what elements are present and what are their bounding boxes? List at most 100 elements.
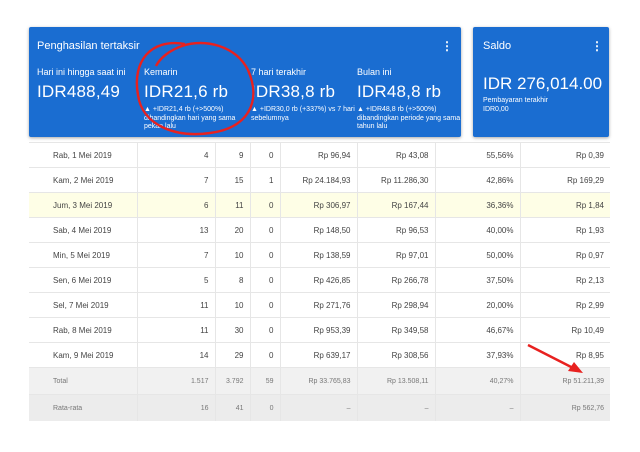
table-cell: 1.517	[136, 367, 215, 395]
table-cell: 11	[214, 192, 250, 218]
table-cell: 11	[136, 292, 215, 318]
table-row: Jum, 3 Mei 2019 6 11 0 Rp 306,97 Rp 167,44 36,…	[29, 192, 610, 218]
table-cell: 9	[214, 142, 250, 168]
earnings-card-title: Penghasilan tertaksir	[37, 40, 140, 52]
table-cell: 29	[214, 342, 250, 368]
table-cell: 0	[249, 242, 280, 268]
table-cell: Rp 13.508,11	[356, 367, 435, 395]
table-cell: 55,56%	[434, 142, 520, 168]
table-cell: 0	[249, 267, 280, 293]
table-cell: Rp 43,08	[356, 142, 435, 168]
balance-card: Saldo ⋮ IDR 276,014.00 Pembayaran terakh…	[473, 27, 609, 137]
table-cell: 59	[249, 367, 280, 395]
table-cell: 41	[214, 394, 250, 421]
metric-value: IDR488,49	[37, 82, 121, 101]
metric-last-7-days[interactable]: 7 hari terakhir IDR38,8 rb ▲ +IDR30,0 rb…	[251, 67, 359, 123]
table-row: Kam, 9 Mei 2019 14 29 0 Rp 639,17 Rp 308,56 37…	[29, 342, 610, 368]
table-row: Sen, 6 Mei 2019 5 8 0 Rp 426,85 Rp 266,78 37,5…	[29, 267, 610, 293]
table-cell: 0	[249, 317, 280, 343]
table-cell: Rp 2,13	[519, 267, 610, 293]
last-payment-value: IDR0,00	[483, 105, 509, 113]
metric-label: Bulan ini	[357, 67, 392, 77]
table-cell: 8	[214, 267, 250, 293]
table-cell: Rp 562,76	[519, 394, 610, 421]
table-cell: Rp 10,49	[519, 317, 610, 343]
table-cell: –	[356, 394, 435, 421]
metric-label: Kemarin	[144, 67, 178, 77]
metric-label: 7 hari terakhir	[251, 67, 307, 77]
metric-value: IDR21,6 rb	[144, 82, 229, 101]
more-vert-icon[interactable]: ⋮	[591, 39, 603, 53]
table-cell: 20	[214, 217, 250, 243]
table-row: Sel, 7 Mei 2019 11 10 0 Rp 271,76 Rp 298,94 20…	[29, 292, 610, 318]
table-cell: Rab, 1 Mei 2019	[29, 142, 137, 168]
earnings-card: Penghasilan tertaksir ⋮ Hari ini hingga …	[29, 27, 461, 137]
table-cell: Rp 138,59	[279, 242, 357, 268]
table-cell: 36,36%	[434, 192, 520, 218]
table-cell: 3.792	[214, 367, 250, 395]
table-cell: Rp 33.765,83	[279, 367, 357, 395]
table-cell: 10	[214, 242, 250, 268]
table-row: Min, 5 Mei 2019 7 10 0 Rp 138,59 Rp 97,01 50,0…	[29, 242, 610, 268]
table-cell: Min, 5 Mei 2019	[29, 242, 137, 268]
table-cell: 30	[214, 317, 250, 343]
table-cell: Rp 308,56	[356, 342, 435, 368]
table-cell: 37,93%	[434, 342, 520, 368]
average-row: Rata-rata 16 41 0– – – Rp 562,76	[29, 394, 610, 421]
metric-change: ▲ +IDR21,4 rb (+>500%) dibandingkan hari…	[144, 106, 236, 130]
metric-this-month[interactable]: Bulan ini IDR48,8 rb ▲ +IDR48,8 rb (+>50…	[357, 67, 465, 132]
table-cell: 0	[249, 217, 280, 243]
table-cell: Rp 426,85	[279, 267, 357, 293]
table-cell: Rp 96,53	[356, 217, 435, 243]
table-cell: Rp 1,93	[519, 217, 610, 243]
table-cell: 10	[214, 292, 250, 318]
table-cell: 13	[136, 217, 215, 243]
table-cell: –	[279, 394, 357, 421]
metric-label: Hari ini hingga saat ini	[37, 67, 126, 77]
metric-value: IDR48,8 rb	[357, 82, 442, 101]
table-cell: Rp 298,94	[356, 292, 435, 318]
table-cell: Rp 0,97	[519, 242, 610, 268]
table-cell: Rp 8,95	[519, 342, 610, 368]
table-cell: Rata-rata	[29, 394, 137, 421]
table-cell: Rp 639,17	[279, 342, 357, 368]
balance-card-title: Saldo	[483, 40, 512, 52]
table-cell: Kam, 9 Mei 2019	[29, 342, 137, 368]
table-cell: Rab, 8 Mei 2019	[29, 317, 137, 343]
table-cell: Kam, 2 Mei 2019	[29, 167, 137, 193]
table-cell: Rp 953,39	[279, 317, 357, 343]
table-row: Rab, 1 Mei 2019 4 9 0 Rp 96,94 Rp 43,08 55,56%…	[29, 142, 610, 168]
metric-value: IDR38,8 rb	[251, 82, 336, 101]
table-cell: Rp 148,50	[279, 217, 357, 243]
table-cell: 40,00%	[434, 217, 520, 243]
table-cell: Sen, 6 Mei 2019	[29, 267, 137, 293]
table-cell: 15	[214, 167, 250, 193]
table-row: Sab, 4 Mei 2019 13 20 0 Rp 148,50 Rp 96,53 40,…	[29, 217, 610, 243]
table-cell: Rp 1,84	[519, 192, 610, 218]
last-payment-label: Pembayaran terakhir	[483, 97, 548, 104]
table-cell: 0	[249, 192, 280, 218]
table-cell: Rp 266,78	[356, 267, 435, 293]
total-row: Total 1.517 3.792 59 Rp 33.765,83 Rp 13.508,1…	[29, 367, 610, 395]
table-cell: Rp 96,94	[279, 142, 357, 168]
table-cell: 0	[249, 342, 280, 368]
more-vert-icon[interactable]: ⋮	[441, 39, 453, 53]
metric-yesterday[interactable]: Kemarin IDR21,6 rb ▲ +IDR21,4 rb (+>500%…	[144, 67, 252, 132]
balance-value: IDR 276,014.00	[483, 74, 603, 93]
table-cell: Rp 2,99	[519, 292, 610, 318]
table-cell: Sel, 7 Mei 2019	[29, 292, 137, 318]
table-cell: Rp 0,39	[519, 142, 610, 168]
table-row: Rab, 8 Mei 2019 11 30 0 Rp 953,39 Rp 349,58 46…	[29, 317, 610, 343]
table-cell: 11	[136, 317, 215, 343]
table-cell: 0	[249, 142, 280, 168]
last-payment: Pembayaran terakhir IDR0,00	[483, 97, 548, 114]
table-cell: Rp 24.184,93	[279, 167, 357, 193]
table-cell: 40,27%	[434, 367, 520, 395]
table-cell: 0	[249, 394, 280, 421]
table-cell: Rp 167,44	[356, 192, 435, 218]
metric-today[interactable]: Hari ini hingga saat ini IDR488,49	[37, 67, 126, 102]
table-cell: 0	[249, 292, 280, 318]
table-cell: 46,67%	[434, 317, 520, 343]
table-cell: Rp 169,29	[519, 167, 610, 193]
table-cell: Rp 97,01	[356, 242, 435, 268]
